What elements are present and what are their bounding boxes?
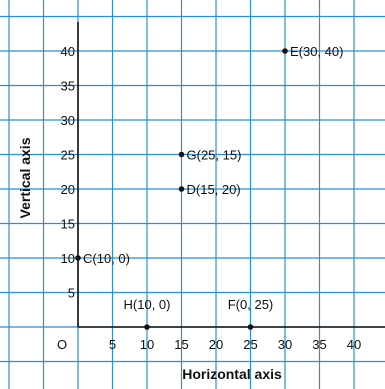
y-axis-title: Vertical axis — [17, 137, 33, 218]
data-point — [75, 255, 81, 261]
y-tick-label: 25 — [61, 148, 75, 163]
origin-label: O — [57, 337, 67, 352]
x-tick-label: 35 — [312, 337, 326, 352]
data-point — [178, 151, 185, 158]
data-point-label: C(10, 0) — [83, 251, 130, 266]
data-points: E(30, 40) G(25, 15) D(15, 20) C(10, 0) H(10,… — [75, 44, 343, 330]
y-tick-label: 40 — [61, 44, 75, 59]
data-point — [282, 48, 288, 54]
x-tick-label: 15 — [174, 337, 188, 352]
x-tick-label: 5 — [109, 337, 116, 352]
data-point-label: H(10, 0) — [124, 297, 171, 312]
data-point-label: E(30, 40) — [290, 44, 343, 59]
y-tick-label: 35 — [61, 79, 75, 94]
x-tick-label: 30 — [278, 337, 292, 352]
x-tick-label: 25 — [243, 337, 257, 352]
y-tick-labels: 5 10 15 20 25 30 35 40 — [61, 44, 75, 301]
data-point-label: D(15, 20) — [187, 182, 241, 197]
axes — [77, 22, 385, 328]
data-point — [247, 324, 254, 330]
data-point — [178, 186, 185, 192]
y-tick-label: 5 — [68, 286, 75, 301]
x-tick-label: 20 — [209, 337, 223, 352]
y-tick-label: 20 — [61, 182, 75, 197]
data-point-label: F(0, 25) — [228, 297, 274, 312]
data-point — [144, 324, 150, 330]
x-tick-labels: 5 10 15 20 25 30 35 40 — [109, 337, 361, 352]
data-point-label: G(25, 15) — [187, 148, 242, 163]
y-tick-label: 30 — [61, 113, 75, 128]
x-tick-label: 10 — [140, 337, 154, 352]
x-tick-label: 40 — [347, 337, 361, 352]
y-tick-label: 10 — [61, 251, 75, 266]
y-tick-label: 15 — [61, 217, 75, 232]
x-axis-title: Horizontal axis — [182, 366, 282, 382]
